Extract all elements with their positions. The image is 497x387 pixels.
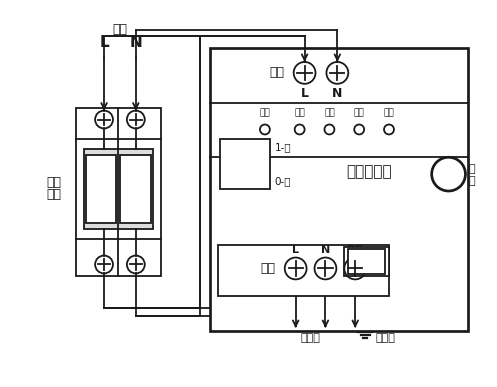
- Text: 漏电: 漏电: [324, 108, 335, 118]
- Text: 空气: 空气: [46, 176, 61, 188]
- Text: 短路: 短路: [354, 108, 365, 118]
- Bar: [86, 155, 116, 223]
- Text: 电压: 电压: [294, 108, 305, 118]
- Text: 验: 验: [468, 176, 475, 186]
- Bar: [120, 155, 151, 223]
- Text: 试: 试: [468, 164, 475, 174]
- Bar: [84, 149, 153, 229]
- Text: 输出: 输出: [384, 108, 394, 118]
- Text: 运行: 运行: [259, 108, 270, 118]
- Bar: [344, 247, 389, 276]
- Bar: [210, 48, 468, 331]
- Text: PE: PE: [347, 245, 363, 255]
- Text: 输入: 输入: [269, 67, 284, 79]
- Bar: [76, 108, 161, 276]
- Text: L: L: [301, 87, 309, 100]
- Text: N: N: [129, 35, 142, 50]
- Text: 1-开: 1-开: [275, 142, 291, 152]
- Text: 接负载: 接负载: [301, 333, 321, 343]
- Text: 接大地: 接大地: [375, 333, 395, 343]
- Text: N: N: [321, 245, 330, 255]
- Text: 输出: 输出: [260, 262, 275, 275]
- Text: L: L: [99, 35, 109, 50]
- Text: 开关: 开关: [46, 188, 61, 202]
- Bar: [218, 245, 389, 296]
- Text: 0-关: 0-关: [275, 176, 291, 186]
- Bar: [348, 248, 385, 274]
- Text: 电源保护器: 电源保护器: [346, 164, 392, 180]
- Text: 输入: 输入: [112, 23, 127, 36]
- Text: L: L: [292, 245, 299, 255]
- Text: N: N: [332, 87, 342, 100]
- Bar: [220, 139, 270, 189]
